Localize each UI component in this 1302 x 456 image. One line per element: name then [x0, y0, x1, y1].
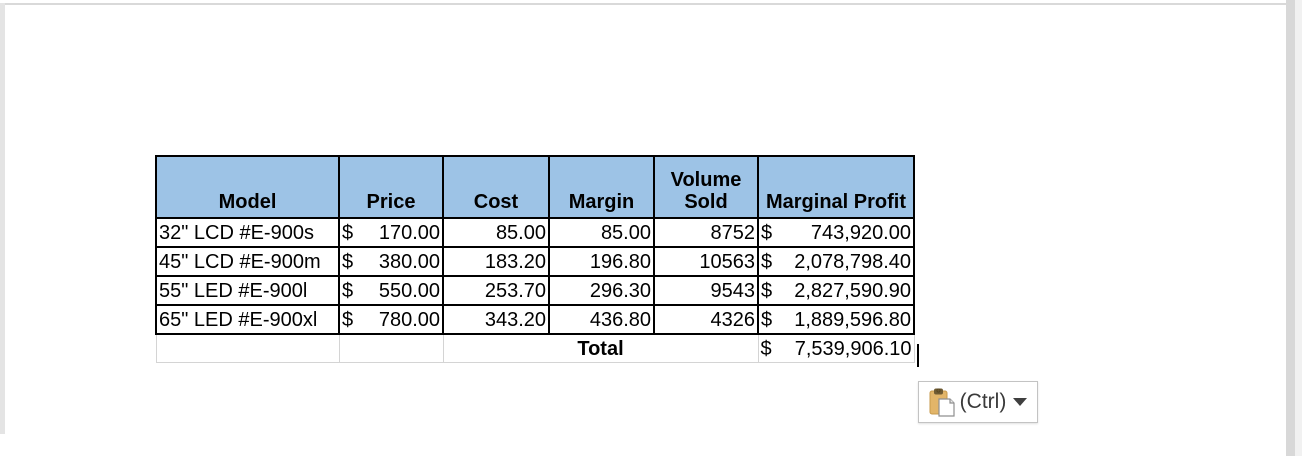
- column-header-volume-sold: Volume Sold: [653, 155, 759, 219]
- cell-model: 32" LCD #E-900s: [155, 217, 340, 248]
- cell-marginal-profit: $743,920.00: [757, 217, 915, 248]
- column-header-marginal-profit: Marginal Profit: [757, 155, 915, 219]
- cell-cost: 253.70: [442, 275, 550, 306]
- clipboard-paste-icon: [929, 387, 956, 418]
- cell-volume: 8752: [653, 217, 759, 248]
- cell-price: $380.00: [338, 246, 444, 277]
- cell-model: 55" LED #E-900l: [155, 275, 340, 306]
- data-table: Model Price Cost Margin Volume Sold Marg…: [155, 155, 915, 363]
- cell-marginal-profit: $1,889,596.80: [757, 304, 915, 335]
- window-edge-right-outer: [1295, 0, 1302, 456]
- cell-volume: 9543: [653, 275, 759, 306]
- currency-symbol: $: [761, 279, 773, 302]
- cell-marginal-profit: $2,827,590.90: [757, 275, 915, 306]
- column-header-cost: Cost: [442, 155, 550, 219]
- cell-model: 65" LED #E-900xl: [155, 304, 340, 335]
- cell-empty: [338, 333, 444, 363]
- cell-price: $780.00: [338, 304, 444, 335]
- currency-symbol: $: [760, 337, 772, 360]
- currency-symbol: $: [342, 308, 354, 331]
- table-row: 32" LCD #E-900s $170.00 85.00 85.00 8752…: [155, 217, 915, 248]
- cell-marginal-profit: $2,078,798.40: [757, 246, 915, 277]
- currency-symbol: $: [761, 308, 773, 331]
- cell-volume: 10563: [653, 246, 759, 277]
- text-cursor: [917, 344, 919, 367]
- currency-symbol: $: [342, 221, 354, 244]
- cell-volume: 4326: [653, 304, 759, 335]
- total-value: $7,539,906.10: [757, 333, 915, 363]
- column-header-price: Price: [338, 155, 444, 219]
- cell-margin: 85.00: [548, 217, 655, 248]
- currency-symbol: $: [342, 279, 354, 302]
- currency-symbol: $: [761, 221, 773, 244]
- total-label: Total: [442, 333, 759, 363]
- table-header-row: Model Price Cost Margin Volume Sold Marg…: [155, 155, 915, 219]
- cell-margin: 196.80: [548, 246, 655, 277]
- column-header-margin: Margin: [548, 155, 655, 219]
- table-total-row: Total $7,539,906.10: [155, 333, 915, 363]
- currency-symbol: $: [761, 250, 773, 273]
- table-row: 65" LED #E-900xl $780.00 343.20 436.80 4…: [155, 304, 915, 335]
- column-header-model: Model: [155, 155, 340, 219]
- cell-cost: 343.20: [442, 304, 550, 335]
- cell-cost: 85.00: [442, 217, 550, 248]
- cell-price: $550.00: [338, 275, 444, 306]
- cell-margin: 296.30: [548, 275, 655, 306]
- window-edge-right: [1286, 0, 1295, 456]
- window-edge-top: [4, 3, 1295, 5]
- table-row: 55" LED #E-900l $550.00 253.70 296.30 95…: [155, 275, 915, 306]
- currency-symbol: $: [342, 250, 354, 273]
- table-row: 45" LCD #E-900m $380.00 183.20 196.80 10…: [155, 246, 915, 277]
- cell-empty: [155, 333, 340, 363]
- cell-margin: 436.80: [548, 304, 655, 335]
- paste-options-label: (Ctrl): [959, 390, 1007, 413]
- chevron-down-icon[interactable]: [1013, 398, 1028, 406]
- cell-cost: 183.20: [442, 246, 550, 277]
- cell-price: $170.00: [338, 217, 444, 248]
- window-edge-left: [0, 3, 5, 434]
- cell-model: 45" LCD #E-900m: [155, 246, 340, 277]
- paste-options-button[interactable]: (Ctrl): [918, 381, 1038, 423]
